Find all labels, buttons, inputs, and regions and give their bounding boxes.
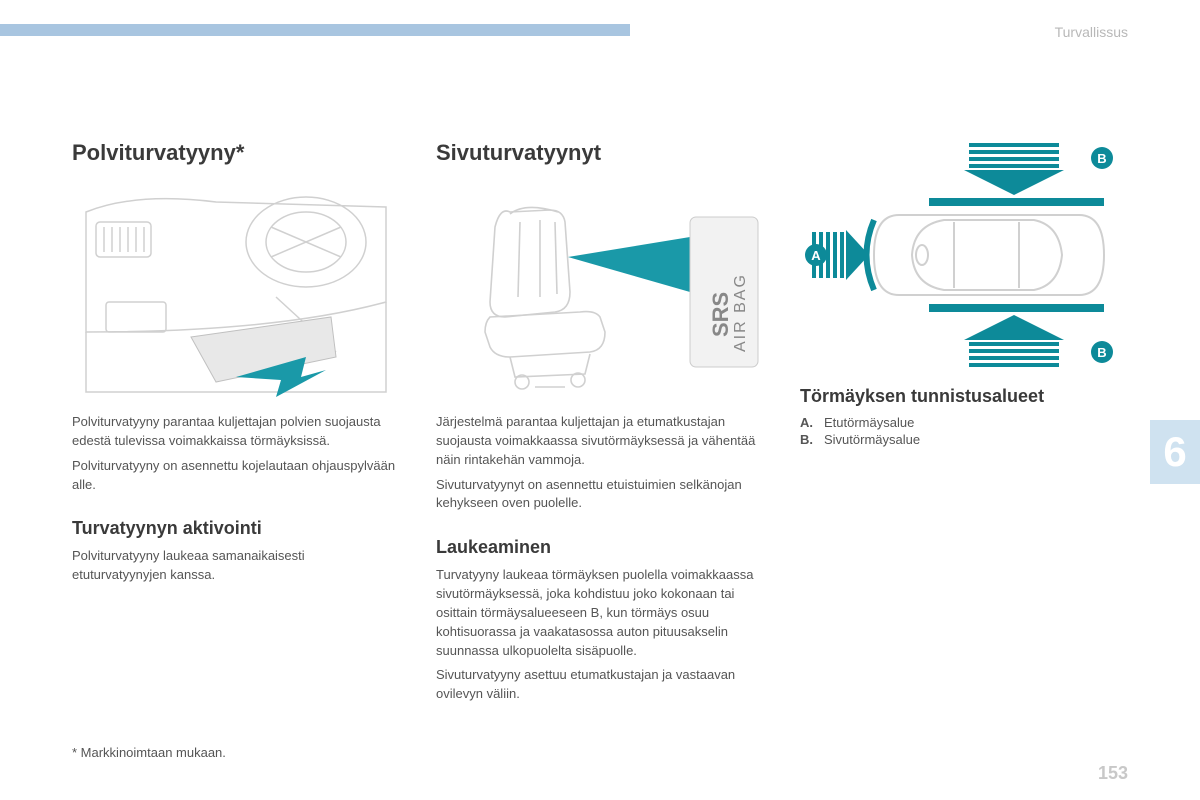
col2-p4: Sivuturvatyyny asettuu etumatkustajan ja… bbox=[436, 666, 764, 704]
col1-p2: Polviturvatyyny on asennettu kojelautaan… bbox=[72, 457, 400, 495]
list-label-b: Sivutörmäysalue bbox=[824, 432, 920, 447]
page-number: 153 bbox=[1098, 763, 1128, 784]
col1-subtitle: Turvatyynyn aktivointi bbox=[72, 518, 400, 539]
list-item: B. Sivutörmäysalue bbox=[800, 432, 1128, 447]
content-area: Polviturvatyyny* bbox=[72, 140, 1128, 710]
header-accent-bar bbox=[0, 24, 630, 36]
col3-subtitle: Törmäyksen tunnistusalueet bbox=[800, 386, 1128, 407]
section-label: Turvallissus bbox=[1055, 24, 1128, 40]
svg-text:B: B bbox=[1097, 151, 1106, 166]
svg-text:B: B bbox=[1097, 345, 1106, 360]
list-label-a: Etutörmäysalue bbox=[824, 415, 914, 430]
chapter-number: 6 bbox=[1163, 428, 1186, 476]
column-knee-airbag: Polviturvatyyny* bbox=[72, 140, 400, 710]
col2-illustration: SRS AIR BAG bbox=[436, 182, 764, 397]
col2-p2: Sivuturvatyynyt on asennettu etuistuimie… bbox=[436, 476, 764, 514]
chapter-tab: 6 bbox=[1150, 420, 1200, 484]
col2-p3: Turvatyyny laukeaa törmäyksen puolella v… bbox=[436, 566, 764, 660]
svg-text:AIR BAG: AIR BAG bbox=[732, 273, 749, 352]
col1-p3: Polviturvatyyny laukeaa samanaikaisesti … bbox=[72, 547, 400, 585]
col2-p1: Järjestelmä parantaa kuljettajan ja etum… bbox=[436, 413, 764, 470]
col3-diagram: A B B bbox=[800, 140, 1128, 370]
column-side-airbag: Sivuturvatyynyt SRS bbox=[436, 140, 764, 710]
list-item: A. Etutörmäysalue bbox=[800, 415, 1128, 430]
list-key-a: A. bbox=[800, 415, 824, 430]
svg-text:SRS: SRS bbox=[708, 292, 733, 337]
list-key-b: B. bbox=[800, 432, 824, 447]
column-impact-zones: A B B Törmäyksen tunnistusalueet A. Etut… bbox=[800, 140, 1128, 710]
svg-text:A: A bbox=[811, 248, 821, 263]
footnote: * Markkinoimtaan mukaan. bbox=[72, 745, 226, 760]
col2-subtitle: Laukeaminen bbox=[436, 537, 764, 558]
col1-illustration bbox=[72, 182, 400, 397]
col1-p1: Polviturvatyyny parantaa kuljettajan pol… bbox=[72, 413, 400, 451]
col1-title: Polviturvatyyny* bbox=[72, 140, 400, 166]
col2-title: Sivuturvatyynyt bbox=[436, 140, 764, 166]
